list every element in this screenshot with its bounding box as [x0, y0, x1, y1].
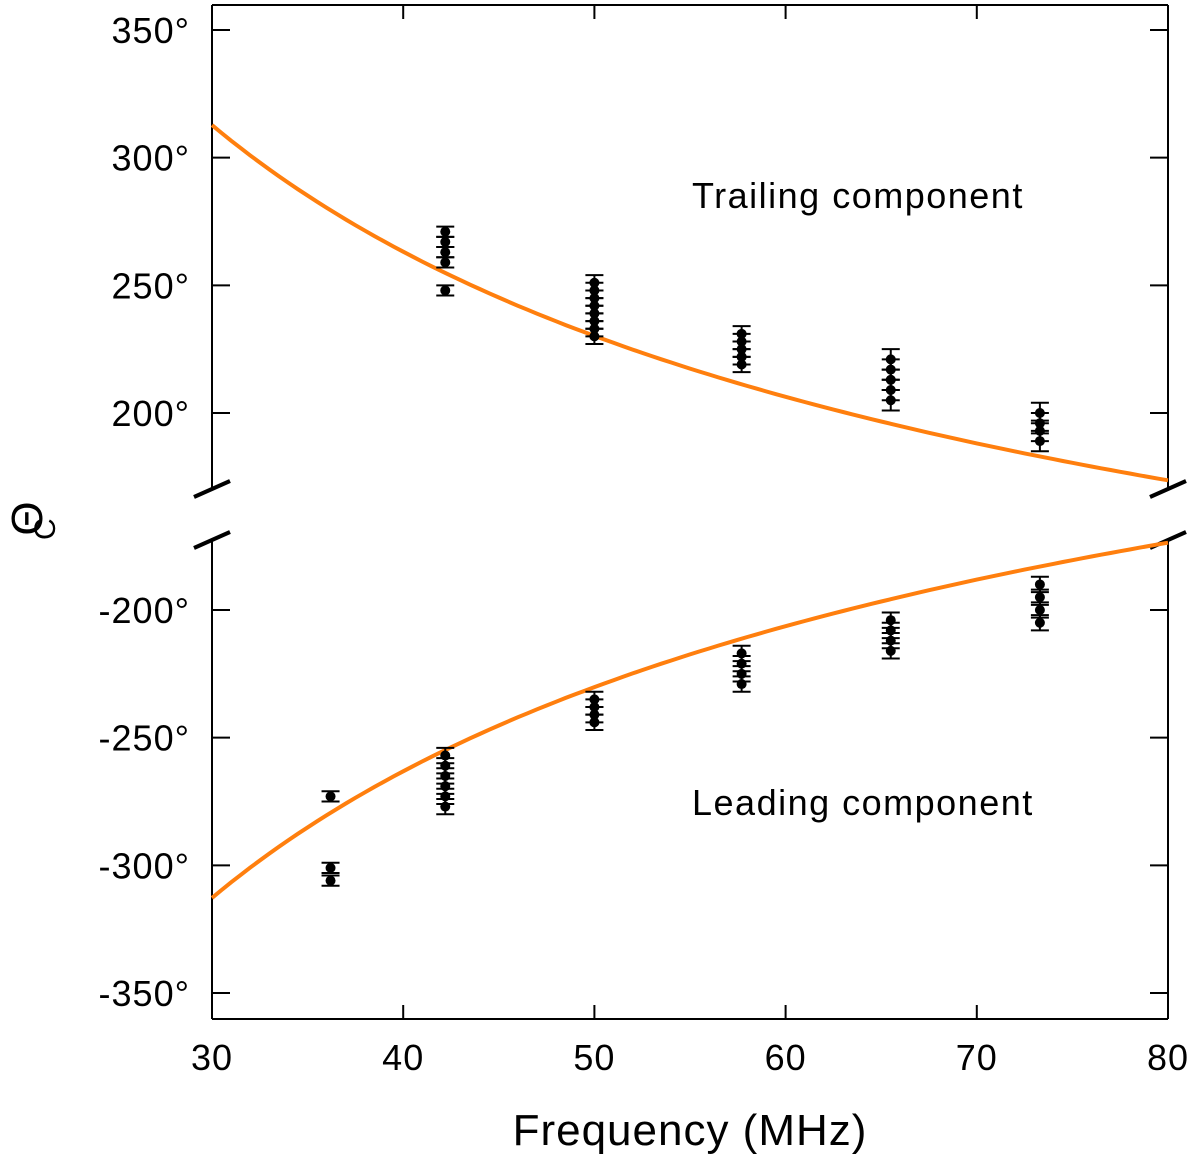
x-tick-label: 50 — [573, 1037, 615, 1078]
data-point-leading — [325, 875, 336, 886]
data-point-trailing — [440, 285, 451, 296]
y-tick-label: 300° — [112, 138, 190, 179]
data-point-trailing — [736, 359, 747, 370]
x-tick-label: 40 — [382, 1037, 424, 1078]
data-point-leading — [1034, 605, 1045, 615]
annotation-trailing: Trailing component — [692, 175, 1024, 216]
x-tick-label: 80 — [1147, 1037, 1189, 1078]
axis-ticks — [211, 5, 1169, 1019]
data-point-leading — [589, 717, 600, 728]
tick-labels: 30 40 50 60 70 80 350° 300° 250° 200° -200° -250° -3… — [99, 10, 1189, 1078]
fit-curve-leading — [210, 540, 1169, 900]
y-tick-label: 350° — [112, 10, 190, 51]
data-point-leading — [440, 801, 451, 812]
y-tick-label: -200° — [99, 590, 190, 631]
data-point-leading — [1034, 617, 1045, 628]
data-point-leading — [325, 862, 336, 873]
x-tick-label: 70 — [956, 1037, 998, 1078]
y-tick-label: -250° — [99, 718, 190, 759]
y-tick-label: 250° — [112, 265, 190, 306]
axis-break-mark — [1149, 479, 1187, 499]
data-point-trailing — [440, 257, 451, 268]
axis-break-mark — [193, 530, 231, 550]
y-tick-label: -300° — [99, 845, 190, 886]
data-point-leading — [1034, 592, 1045, 603]
y-axis-label: Θ C — [3, 500, 62, 540]
data-point-leading — [325, 791, 336, 802]
data-point-leading — [885, 645, 896, 656]
data-point-trailing — [440, 226, 451, 237]
annotation-leading: Leading component — [692, 782, 1034, 823]
x-tick-label: 30 — [191, 1037, 233, 1078]
x-axis-label: Frequency (MHz) — [513, 1106, 868, 1155]
data-point-leading — [1034, 579, 1045, 590]
data-point-leading — [736, 679, 747, 690]
y-axis-label-subscript: C — [29, 517, 62, 540]
data-point-trailing — [440, 247, 451, 258]
y-tick-label: 200° — [112, 393, 190, 434]
fit-curve-trailing — [210, 123, 1169, 483]
data-point-trailing — [885, 395, 896, 406]
y-axis-label-main: Θ — [3, 500, 52, 535]
plot-frame — [193, 4, 1187, 1020]
data-point-trailing — [1034, 436, 1045, 447]
data-point-trailing — [440, 236, 451, 247]
x-tick-label: 60 — [765, 1037, 807, 1078]
data-point-trailing — [589, 331, 600, 342]
data-points — [321, 225, 1049, 887]
fit-curves — [210, 123, 1169, 900]
axis-break-mark — [193, 479, 231, 499]
y-tick-label: -350° — [99, 973, 190, 1014]
